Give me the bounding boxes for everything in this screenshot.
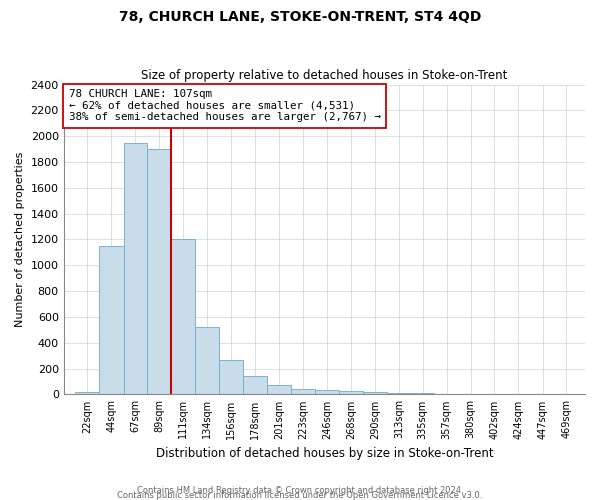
Bar: [291, 390, 316, 394]
Bar: [316, 390, 339, 394]
Text: Contains HM Land Registry data © Crown copyright and database right 2024.: Contains HM Land Registry data © Crown c…: [137, 486, 463, 495]
Bar: [242, 376, 267, 394]
Bar: [76, 392, 99, 394]
Bar: [196, 328, 219, 394]
Bar: [124, 142, 147, 394]
Text: Contains public sector information licensed under the Open Government Licence v3: Contains public sector information licen…: [118, 491, 482, 500]
Bar: [99, 246, 124, 394]
Y-axis label: Number of detached properties: Number of detached properties: [15, 152, 25, 327]
Text: 78 CHURCH LANE: 107sqm
← 62% of detached houses are smaller (4,531)
38% of semi-: 78 CHURCH LANE: 107sqm ← 62% of detached…: [69, 89, 381, 122]
Bar: [387, 393, 411, 394]
X-axis label: Distribution of detached houses by size in Stoke-on-Trent: Distribution of detached houses by size …: [155, 447, 493, 460]
Title: Size of property relative to detached houses in Stoke-on-Trent: Size of property relative to detached ho…: [141, 69, 508, 82]
Bar: [267, 386, 291, 394]
Bar: [339, 390, 362, 394]
Bar: [147, 149, 171, 394]
Bar: [219, 360, 242, 394]
Bar: [362, 392, 387, 394]
Bar: [171, 240, 196, 394]
Text: 78, CHURCH LANE, STOKE-ON-TRENT, ST4 4QD: 78, CHURCH LANE, STOKE-ON-TRENT, ST4 4QD: [119, 10, 481, 24]
